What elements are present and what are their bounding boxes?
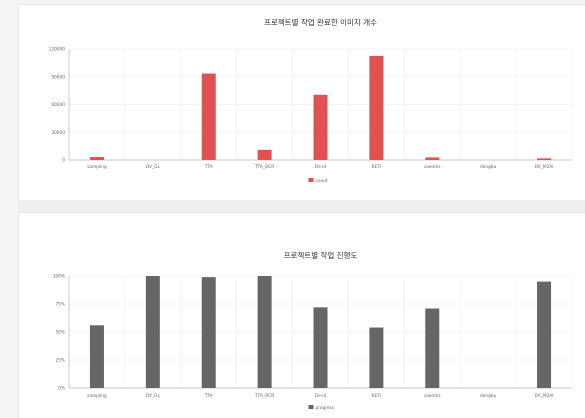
count-x-tick-label: De-id	[315, 164, 327, 170]
count-y-tick-label: 90000	[51, 74, 65, 80]
progress-x-tick-label: dongbu	[480, 393, 497, 399]
progress-x-tick-label: TTA	[204, 393, 213, 399]
count-x-tick-label: TTA_OCR	[254, 164, 274, 170]
progress-y-tick-label: 25%	[55, 358, 65, 364]
progress-chart: 프로젝트별 작업 진행도 0% 25% 50% 75% 100% sampling DV_GL…	[53, 250, 573, 411]
progress-bar-de-id[interactable]	[313, 307, 328, 388]
progress-x-tick-label: TTA_OCR	[254, 393, 274, 399]
progress-x-tick-label: De-id	[315, 393, 327, 399]
progress-y-tick-label: 50%	[55, 330, 65, 336]
progress-bar-tta[interactable]	[201, 277, 216, 388]
progress-x-tick-label: KETI	[372, 393, 381, 399]
count-x-tick-label: TTA	[204, 164, 213, 170]
count-x-tick-label: aiworks	[424, 164, 441, 170]
progress-bar-sampling[interactable]	[89, 325, 104, 388]
count-chart-title: 프로젝트별 작업 완료한 이미지 개수	[264, 17, 377, 27]
progress-x-tick-label: DV_M2AI	[535, 393, 554, 399]
chart-panel-progress: 프로젝트별 작업 진행도 0% 25% 50% 75% 100% sampling DV_GL…	[18, 212, 585, 418]
count-y-tick-label: 60000	[51, 102, 65, 108]
count-legend-label[interactable]: count	[316, 178, 328, 184]
progress-x-tick-label: sampling	[87, 393, 107, 399]
count-y-tick-label: 120000	[49, 47, 66, 53]
count-bar-dv-m2ai[interactable]	[537, 158, 552, 160]
count-x-tick-label: DV_GL	[146, 164, 161, 170]
count-bar-aiworks[interactable]	[425, 157, 440, 160]
count-x-tick-label: DV_M2AI	[535, 164, 554, 170]
progress-x-tick-label: aiworks	[424, 393, 441, 399]
progress-bar-tta-ocr[interactable]	[257, 276, 272, 388]
progress-legend-swatch[interactable]	[308, 405, 314, 409]
count-x-tick-label: sampling	[87, 164, 107, 170]
count-x-tick-label: KETI	[372, 164, 381, 170]
progress-y-tick-label: 100%	[53, 274, 65, 280]
progress-bar-keti[interactable]	[369, 327, 384, 388]
progress-x-tick-label: DV_GL	[146, 393, 161, 399]
progress-legend-label[interactable]: progress	[316, 405, 335, 411]
progress-y-tick-label: 0%	[58, 386, 65, 392]
progress-bar-dv-gl[interactable]	[145, 276, 160, 388]
progress-y-tick-label: 75%	[55, 302, 65, 308]
progress-bar-dv-m2ai[interactable]	[537, 281, 552, 388]
count-y-tick-label: 30000	[51, 130, 65, 136]
count-legend-swatch[interactable]	[308, 178, 314, 182]
count-bar-tta-ocr[interactable]	[257, 149, 272, 160]
image-count-chart: 프로젝트별 작업 완료한 이미지 개수 0 30000 60000 90000 12000…	[49, 17, 573, 184]
count-bar-tta[interactable]	[201, 73, 216, 160]
count-y-tick-label: 0	[62, 158, 65, 164]
progress-bar-aiworks[interactable]	[425, 308, 440, 388]
count-bar-de-id[interactable]	[313, 94, 328, 160]
chart-panel-image-count: 프로젝트별 작업 완료한 이미지 개수 0 30000 60000 90000 12000…	[18, 4, 585, 201]
count-bar-sampling[interactable]	[89, 157, 104, 160]
progress-chart-title: 프로젝트별 작업 진행도	[284, 250, 358, 260]
count-bar-keti[interactable]	[369, 55, 384, 160]
count-x-tick-label: dongbu	[480, 164, 497, 170]
panel-divider	[18, 200, 585, 212]
